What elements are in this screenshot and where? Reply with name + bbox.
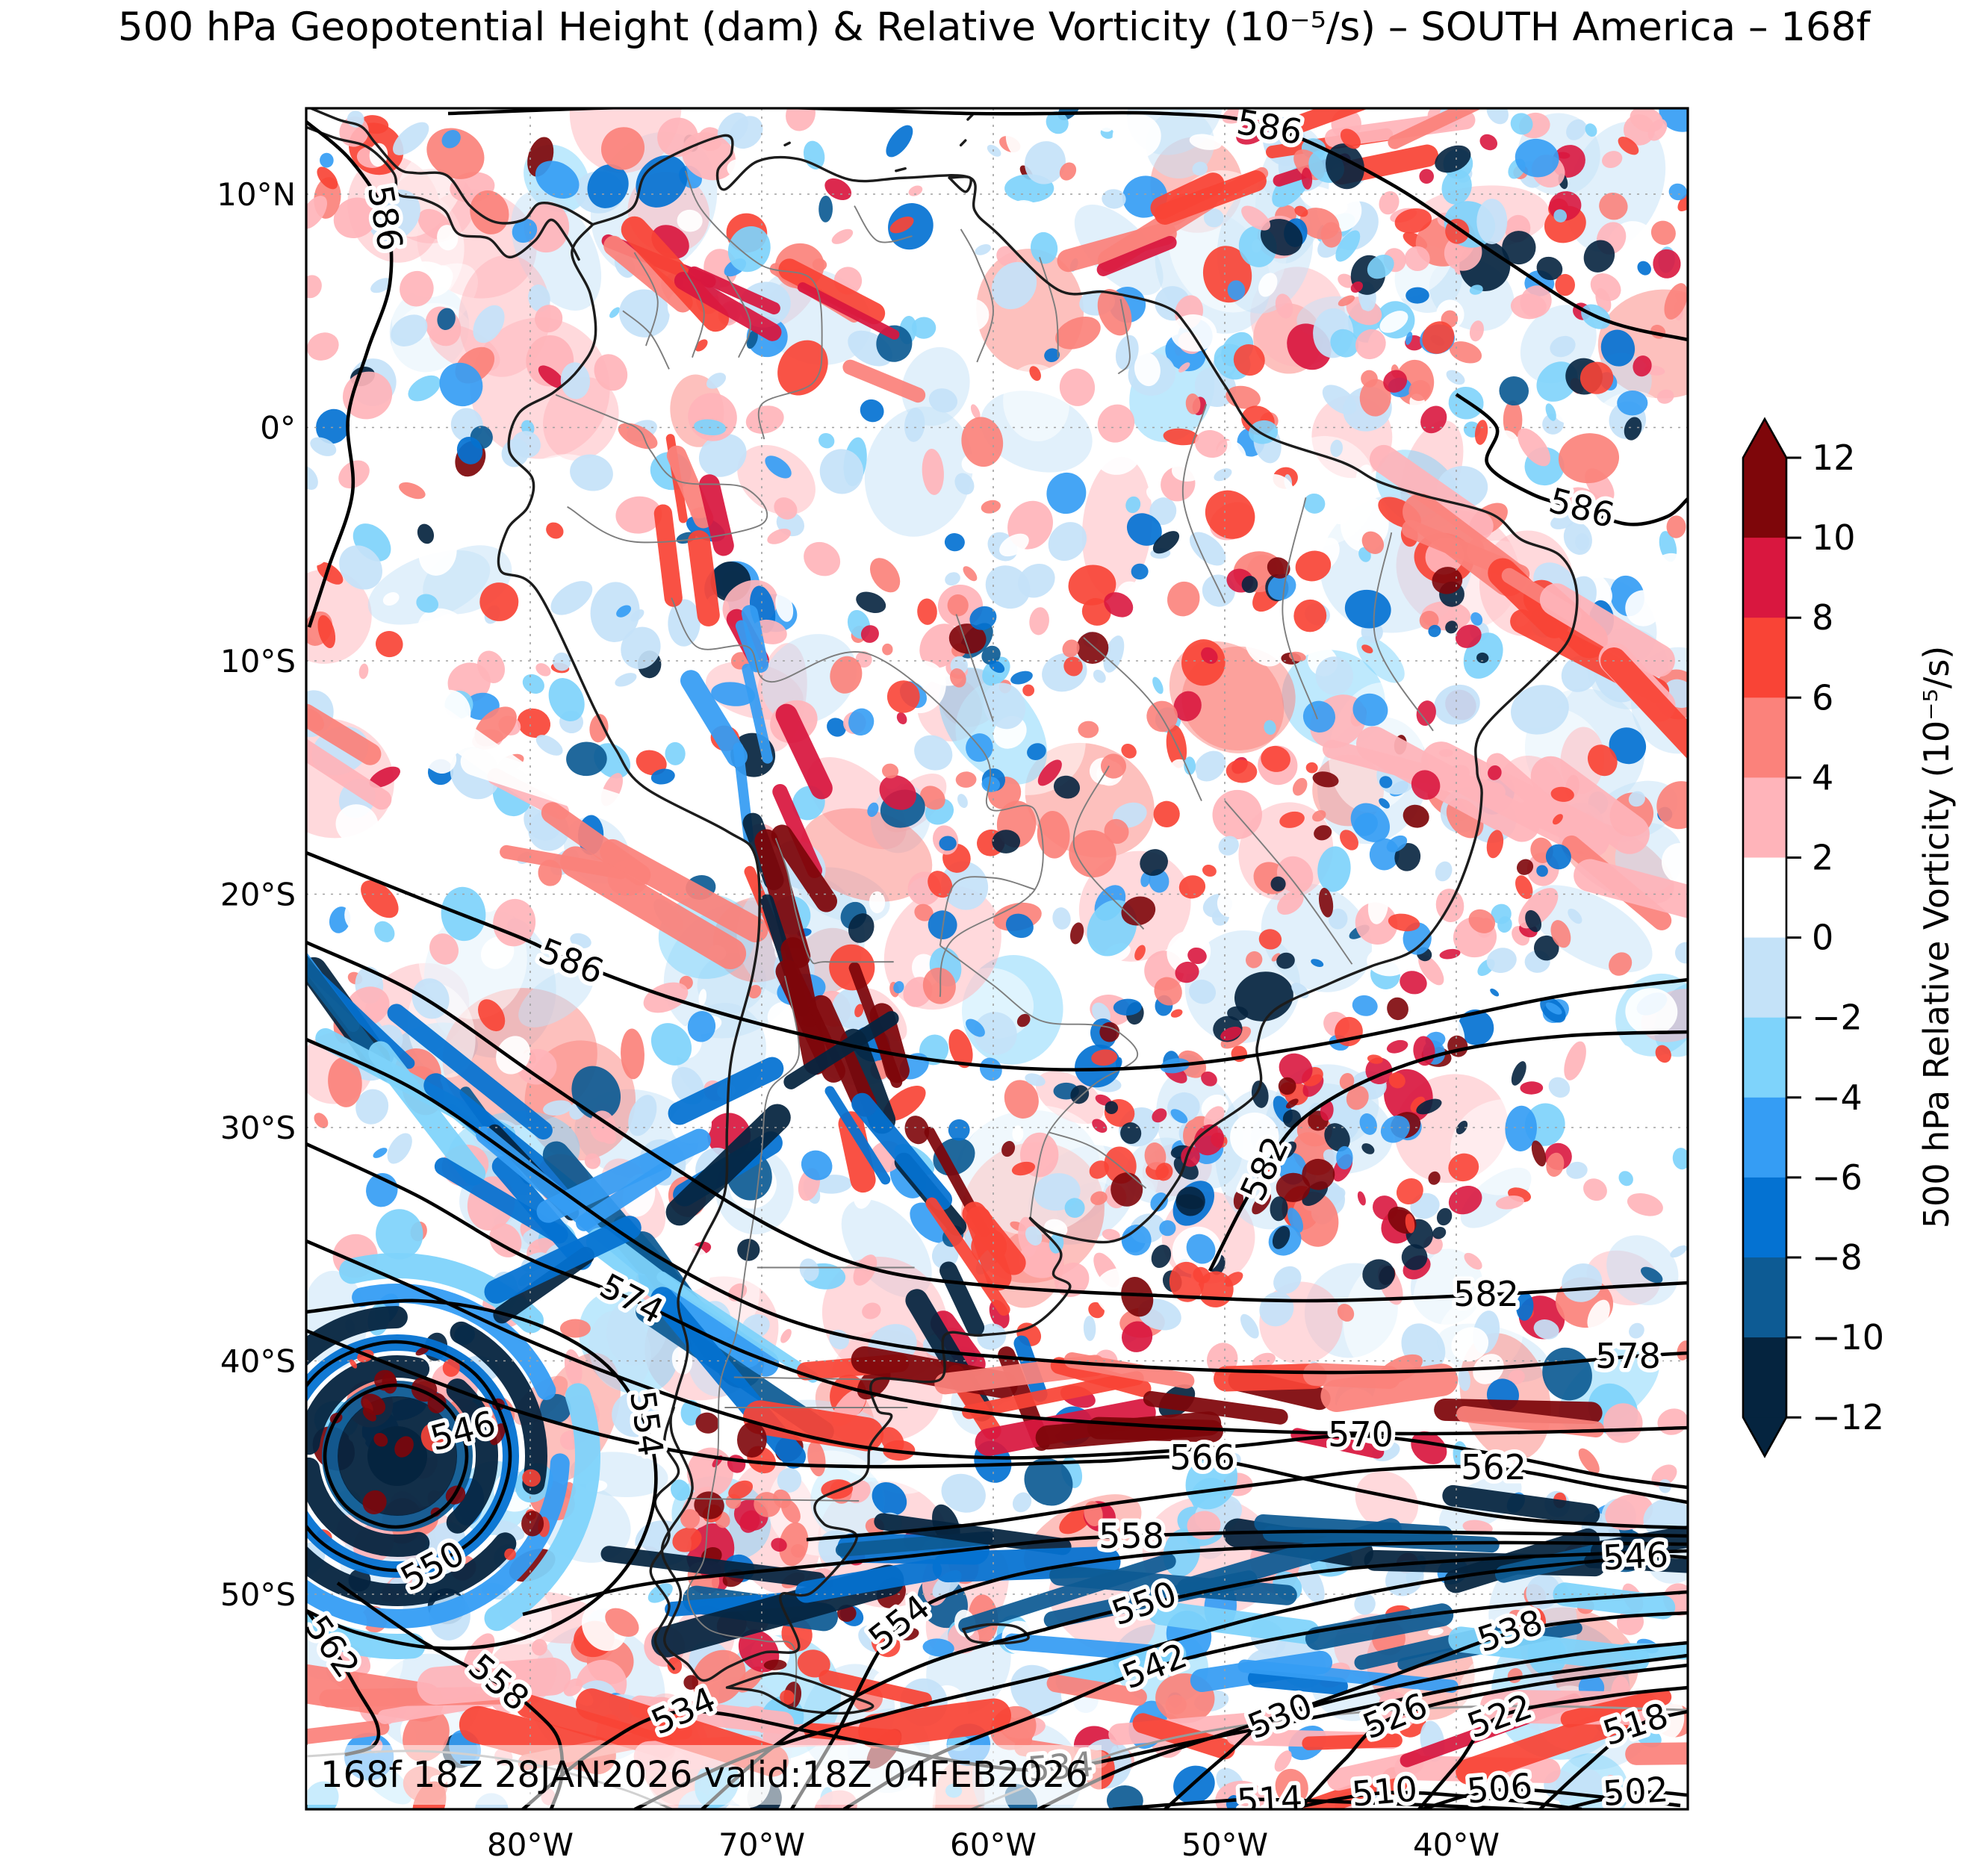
- contour-label: 570: [1328, 1414, 1394, 1455]
- contour-label: 562: [1461, 1447, 1526, 1487]
- colorbar-segment: [1743, 1097, 1786, 1178]
- forecast-valid-annotation: 168f 18Z 28JAN2026 valid:18Z 04FEB2026: [307, 1745, 1102, 1805]
- colorbar-tick-label: 6: [1812, 677, 1833, 718]
- colorbar-tick-label: 8: [1812, 597, 1833, 638]
- lon-tick-label: 70°W: [718, 1826, 805, 1863]
- contour-label: 546: [1602, 1534, 1670, 1579]
- contour-label: 514: [1236, 1778, 1304, 1822]
- colorbar-segment: [1743, 458, 1786, 538]
- figure-title: 500 hPa Geopotential Height (dam) & Rela…: [117, 4, 1871, 50]
- contour-label: 502: [1601, 1769, 1669, 1814]
- colorbar-segment: [1743, 777, 1786, 859]
- contour-label: 558: [1099, 1516, 1164, 1556]
- colorbar-segment: [1743, 697, 1786, 778]
- axis-tick-labels: 10°N 0° 10°S 20°S 30°S 40°S 50°S 80°W 70°W 60°W 50…: [217, 176, 1500, 1863]
- colorbar-tick-label: −8: [1812, 1237, 1863, 1278]
- colorbar-over-arrow: [1743, 419, 1786, 458]
- lat-tick-label: 10°S: [220, 643, 296, 680]
- colorbar-segment: [1743, 1017, 1786, 1098]
- contour-label: 566: [1169, 1437, 1235, 1478]
- lat-tick-label: 50°S: [220, 1576, 296, 1613]
- colorbar-tick-label: −2: [1812, 998, 1863, 1038]
- colorbar-tick-label: −12: [1812, 1397, 1884, 1437]
- colorbar-tick-label: −4: [1812, 1077, 1863, 1118]
- graticule: [306, 108, 1688, 1809]
- contour-label: 578: [1595, 1336, 1661, 1376]
- vorticity-shading-field: [306, 108, 1688, 1809]
- colorbar-tick-label: 0: [1812, 918, 1833, 958]
- colorbar-segment: [1743, 618, 1786, 698]
- colorbar-tick-label: −6: [1812, 1157, 1863, 1198]
- contour-label: 510: [1350, 1768, 1419, 1814]
- colorbar-under-arrow: [1743, 1417, 1786, 1457]
- axes-frame: [305, 107, 1689, 1811]
- contour-label: 582: [1453, 1274, 1519, 1314]
- lon-tick-label: 50°W: [1181, 1826, 1268, 1863]
- colorbar: 12 10 8 6 4 2 0 −2 −4 −6 −8 −10 −12: [1742, 417, 1884, 1458]
- coastlines: [306, 108, 1579, 1715]
- lat-tick-label: 10°N: [217, 176, 296, 213]
- lat-tick-label: 30°S: [220, 1110, 296, 1146]
- colorbar-segment: [1743, 937, 1786, 1019]
- colorbar-tick-label: −10: [1812, 1317, 1884, 1358]
- colorbar-tick-label: 12: [1812, 438, 1856, 478]
- colorbar-segment: [1743, 1177, 1786, 1258]
- lat-tick-label: 0°: [260, 410, 296, 447]
- colorbar-segment: [1743, 538, 1786, 618]
- colorbar-segment: [1743, 857, 1786, 939]
- colorbar-segment: [1743, 1337, 1786, 1418]
- lon-tick-label: 60°W: [950, 1826, 1037, 1863]
- lat-tick-label: 40°S: [220, 1343, 296, 1380]
- lat-tick-label: 20°S: [220, 877, 296, 913]
- colorbar-tick-label: 10: [1812, 517, 1856, 558]
- colorbar-segment: [1743, 1257, 1786, 1338]
- contour-label: 586: [1234, 102, 1305, 152]
- colorbar-tick-label: 4: [1812, 757, 1833, 797]
- colorbar-axis-label: 500 hPa Relative Vorticity (10⁻⁵/s): [1916, 645, 1957, 1229]
- colorbar-tick-label: 2: [1812, 838, 1833, 878]
- lon-tick-label: 80°W: [487, 1826, 574, 1863]
- lon-tick-label: 40°W: [1413, 1826, 1500, 1863]
- contour-label: 506: [1465, 1765, 1534, 1811]
